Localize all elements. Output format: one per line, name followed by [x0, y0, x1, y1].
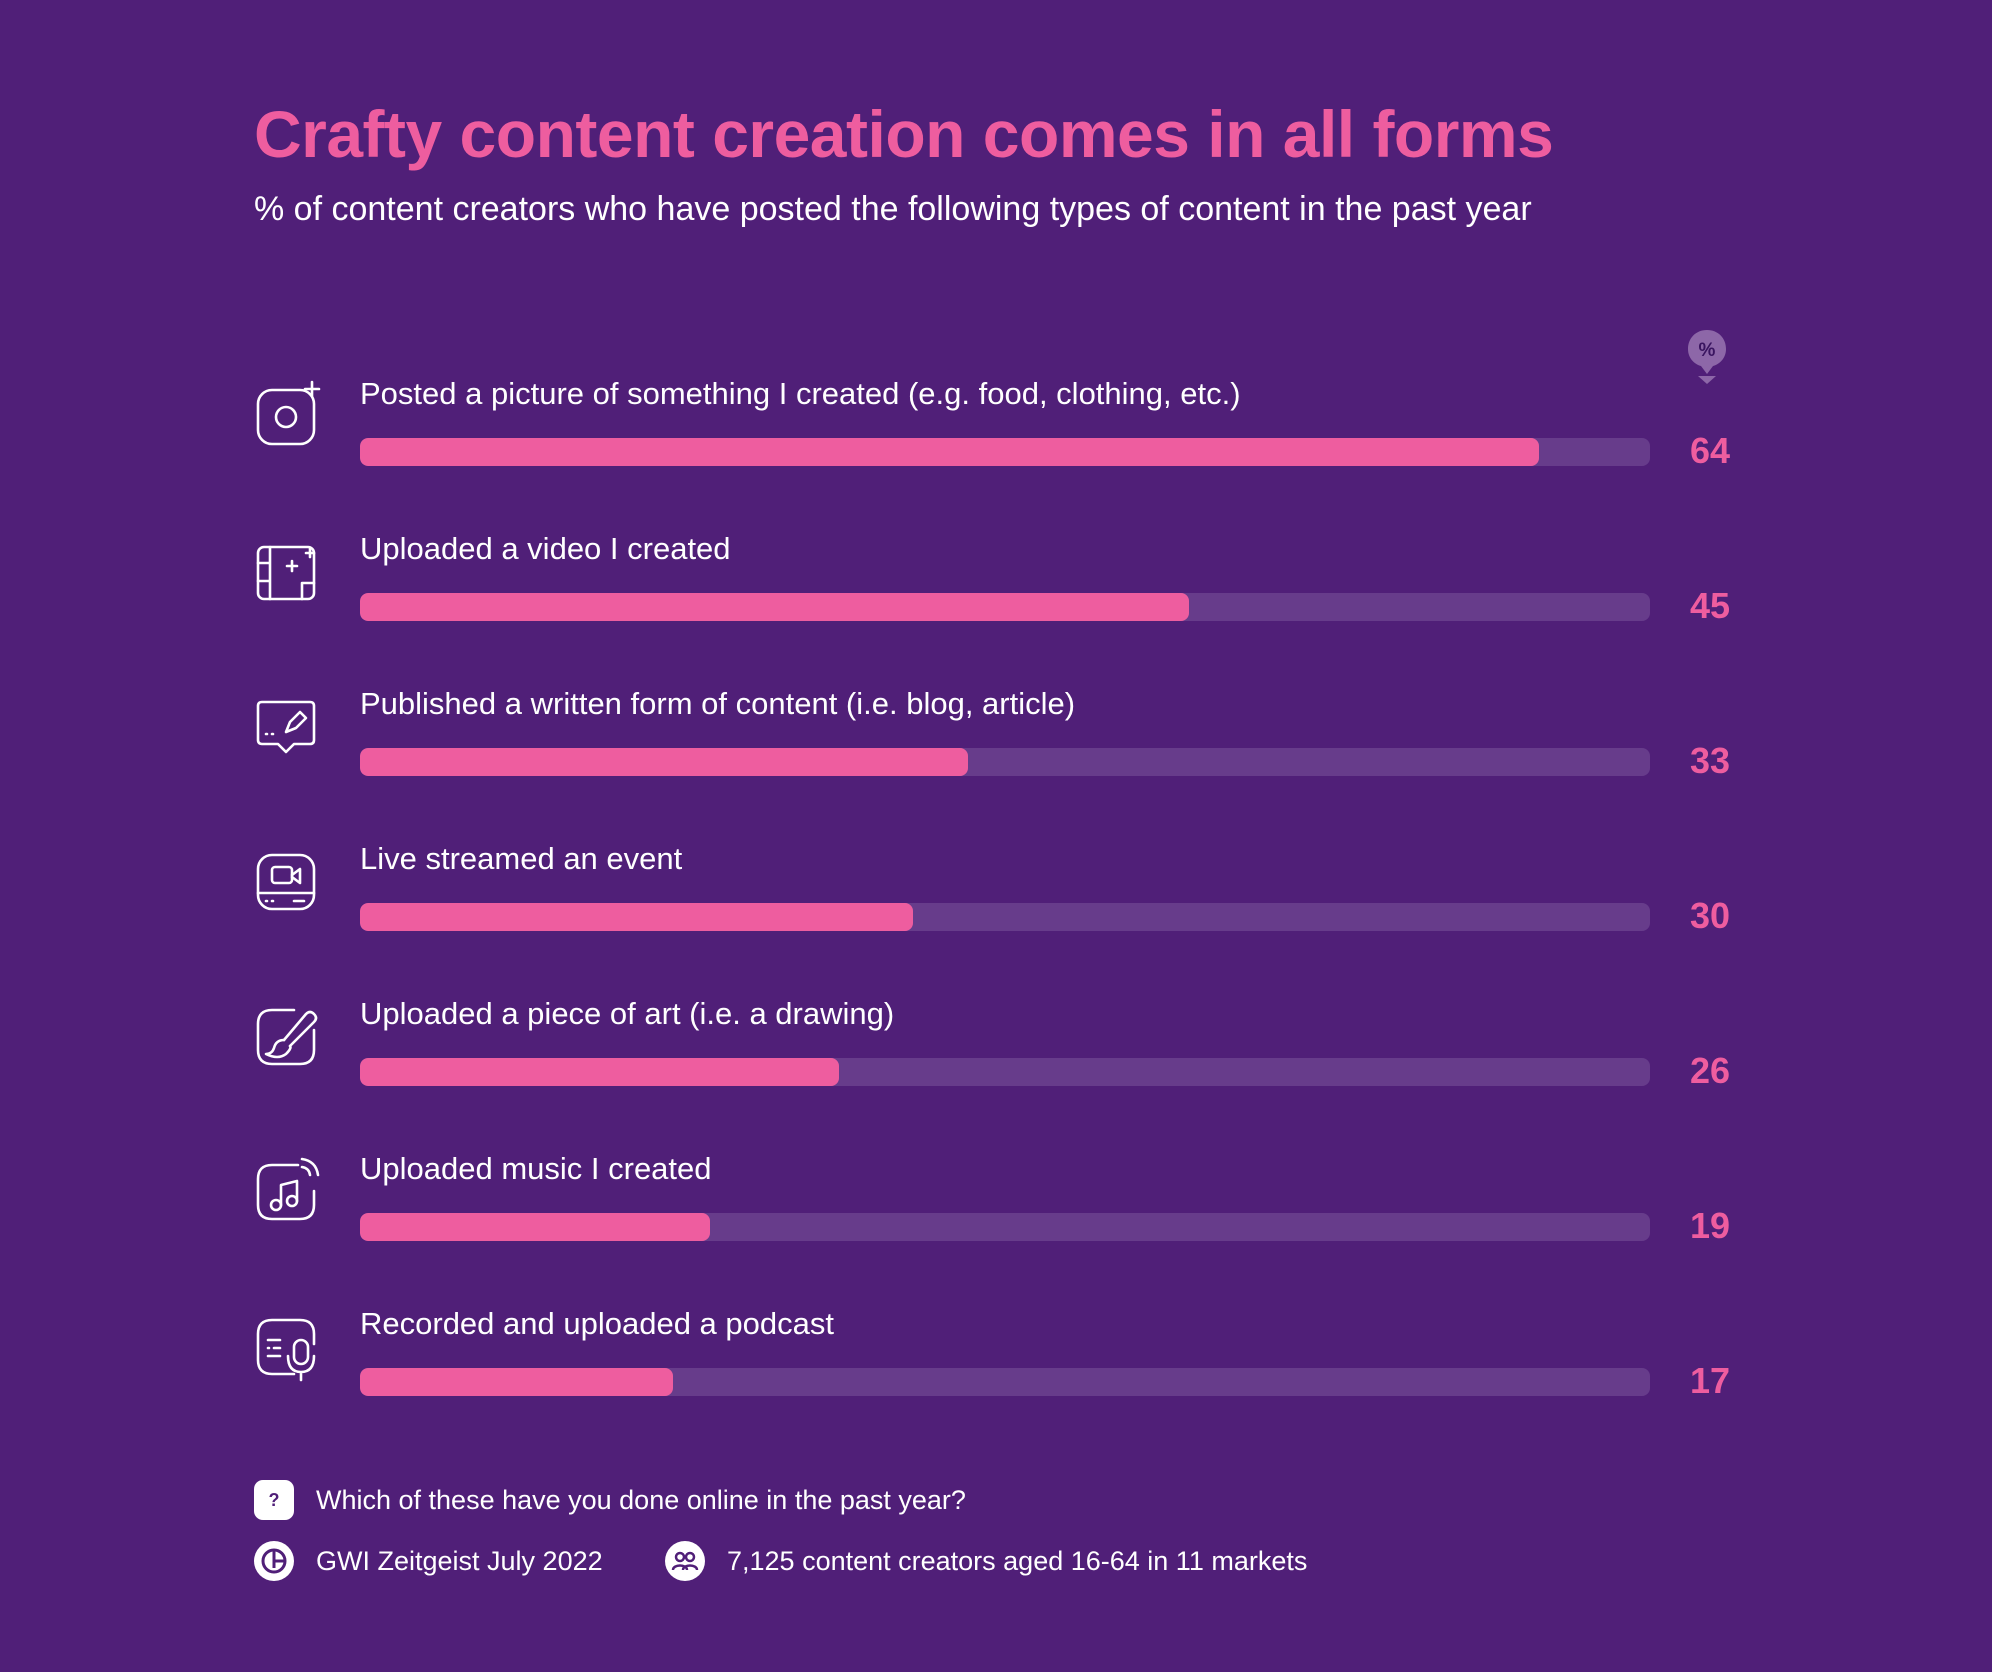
- people-icon: [665, 1541, 705, 1581]
- chart-subtitle: % of content creators who have posted th…: [254, 190, 1532, 228]
- bar-label: Published a written form of content (i.e…: [360, 686, 1076, 721]
- gwi-logo-icon: [254, 1541, 294, 1581]
- bar-track: [360, 593, 1650, 621]
- live-stream-icon: [254, 845, 322, 913]
- bar-value: 45: [1689, 585, 1730, 626]
- chat-pencil-icon: [254, 690, 322, 758]
- bar-label: Uploaded a piece of art (i.e. a drawing): [360, 996, 895, 1031]
- bar-track: [360, 748, 1650, 776]
- bar-fill: [360, 748, 969, 776]
- bar-track: [360, 438, 1650, 466]
- bar-track: [360, 1213, 1650, 1241]
- footer-sample: 7,125 content creators aged 16-64 in 11 …: [665, 1541, 1307, 1581]
- bar-label: Live streamed an event: [360, 841, 683, 876]
- footer-source-text: GWI Zeitgeist July 2022: [316, 1545, 603, 1576]
- bar-row: Uploaded a piece of art (i.e. a drawing)…: [0, 970, 1992, 1100]
- bar-row: Uploaded a video I created 45: [0, 505, 1992, 635]
- bar-value: 17: [1689, 1360, 1730, 1401]
- bar-row: Posted a picture of something I created …: [0, 350, 1992, 480]
- camera-plus-icon: [254, 380, 322, 448]
- bar-fill: [360, 1368, 674, 1396]
- bar-value: 26: [1689, 1050, 1730, 1091]
- music-note-icon: [254, 1155, 322, 1223]
- bar-row: Published a written form of content (i.e…: [0, 660, 1992, 790]
- bar-fill: [360, 1058, 840, 1086]
- bar-fill: [360, 1213, 711, 1241]
- footer-question-text: Which of these have you done online in t…: [316, 1484, 966, 1515]
- bar-value: 64: [1689, 430, 1730, 471]
- bar-track: [360, 1368, 1650, 1396]
- bar-label: Recorded and uploaded a podcast: [360, 1306, 834, 1341]
- bar-row: Live streamed an event 30: [0, 815, 1992, 945]
- bar-label: Uploaded music I created: [360, 1151, 712, 1186]
- bar-value: 30: [1689, 895, 1730, 936]
- footer-source: GWI Zeitgeist July 2022: [254, 1541, 603, 1581]
- percent-badge-icon: %: [1688, 330, 1726, 384]
- question-icon: ?: [254, 1480, 294, 1520]
- paintbrush-icon: [254, 1000, 322, 1068]
- bar-row: Uploaded music I created 19: [0, 1125, 1992, 1255]
- podcast-mic-icon: [254, 1310, 322, 1382]
- bar-fill: [360, 593, 1190, 621]
- bar-label: Uploaded a video I created: [360, 531, 731, 566]
- bar-fill: [360, 903, 913, 931]
- bar-track: [360, 903, 1650, 931]
- bar-fill: [360, 438, 1540, 466]
- bar-track: [360, 1058, 1650, 1086]
- video-sparkle-icon: [254, 535, 322, 603]
- footer-sample-text: 7,125 content creators aged 16-64 in 11 …: [727, 1545, 1308, 1576]
- footer-question: ? Which of these have you done online in…: [254, 1480, 966, 1520]
- bar-row: Recorded and uploaded a podcast 17: [0, 1280, 1992, 1410]
- bar-value: 33: [1689, 740, 1730, 781]
- chart-title: Crafty content creation comes in all for…: [254, 97, 1554, 171]
- bar-label: Posted a picture of something I created …: [360, 376, 1241, 411]
- percent-badge-label: %: [1699, 340, 1716, 361]
- svg-text:?: ?: [269, 1490, 280, 1510]
- bar-value: 19: [1689, 1205, 1730, 1246]
